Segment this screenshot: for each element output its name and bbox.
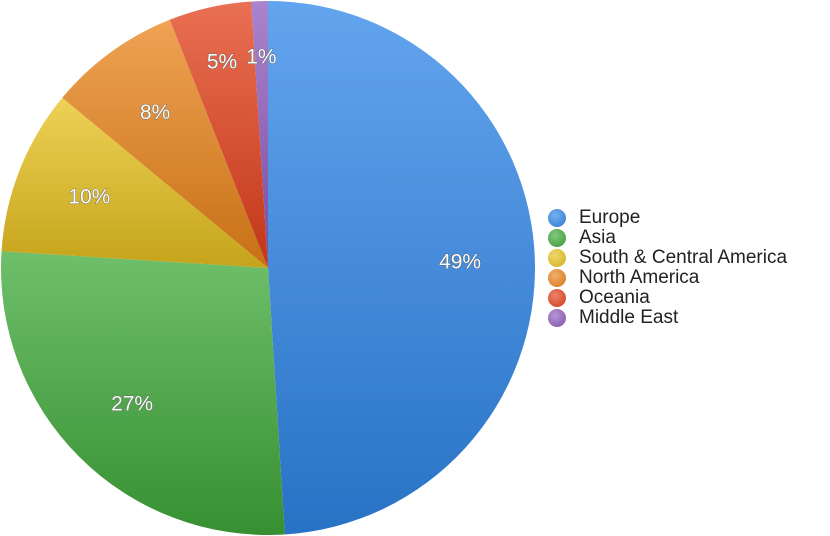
legend-label-north-america: North America (579, 267, 700, 288)
slice-label-middle-east: 1% (246, 46, 276, 69)
legend-label-europe: Europe (579, 207, 641, 228)
legend: Europe Asia South & Central America North A… (548, 207, 788, 328)
slice-asia (0, 251, 285, 535)
legend-label-south-central-america: South & Central America (579, 247, 788, 268)
legend-item-south-central-america: South & Central America (548, 247, 788, 268)
legend-item-oceania: Oceania (548, 287, 787, 308)
slice-europe (268, 1, 536, 535)
slice-label-asia: 27% (111, 392, 153, 415)
legend-label-middle-east: Middle East (579, 307, 679, 328)
slice-label-south-central-america: 10% (68, 186, 110, 209)
legend-item-middle-east: Middle East (548, 307, 787, 328)
legend-label-asia: Asia (579, 227, 616, 248)
slice-south-central-america (1, 97, 269, 268)
slice-oceania (169, 1, 268, 269)
slice-middle-east (251, 1, 268, 268)
legend-item-europe: Europe (548, 207, 787, 228)
slice-label-north-america: 8% (140, 101, 170, 124)
legend-swatch-middle-east (548, 309, 566, 327)
legend-swatch-oceania (548, 289, 566, 307)
legend-label-oceania: Oceania (579, 287, 650, 308)
labels-layer: 49% 27% 10% 8% 5% 1% (68, 45, 482, 415)
slices-layer (0, 1, 536, 535)
slice-label-oceania: 5% (207, 51, 237, 74)
legend-swatch-north-america (548, 269, 566, 287)
slice-label-europe: 49% (439, 251, 481, 274)
legend-item-north-america: North America (548, 267, 787, 288)
legend-item-asia: Asia (548, 227, 787, 248)
legend-swatch-asia (548, 229, 566, 247)
slice-north-america (62, 19, 268, 268)
legend-swatch-europe (548, 209, 566, 227)
legend-swatch-south-central-america (548, 249, 566, 267)
